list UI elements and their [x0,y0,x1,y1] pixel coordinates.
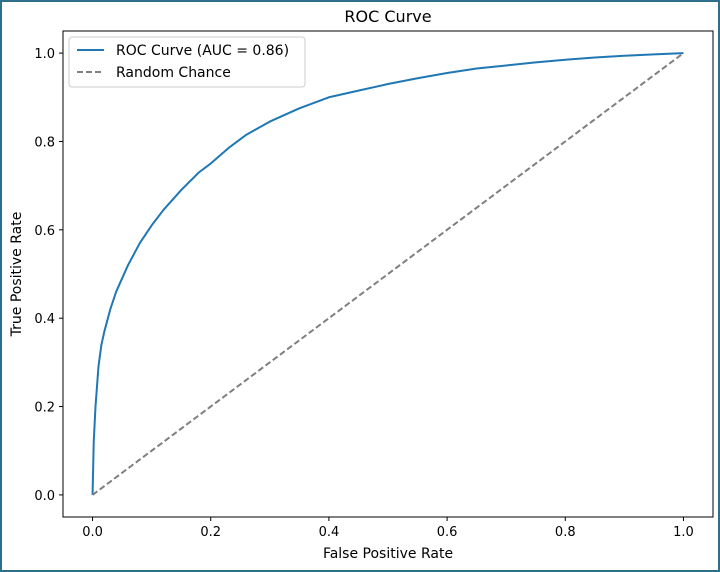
y-tick-label: 0.4 [34,312,55,327]
plot-border [62,30,714,518]
x-tick-label: 0.6 [437,525,458,540]
x-tick-label: 0.0 [82,525,103,540]
x-tick-label: 0.2 [200,525,221,540]
y-tick-label: 0.8 [34,135,55,150]
random-chance-line [91,52,685,496]
x-tick-label: 1.0 [673,525,694,540]
y-axis-label: True Positive Rate [9,212,25,338]
y-axis-ticks: 0.0 0.2 0.4 0.6 0.8 1.0 [34,47,63,504]
y-tick-label: 0.2 [34,401,55,416]
y-tick-label: 0.6 [34,224,55,239]
legend-label-random: Random Chance [116,65,231,81]
x-axis-label: False Positive Rate [323,546,453,562]
series-layer [91,52,685,496]
chart-title: ROC Curve [344,7,431,26]
legend: ROC Curve (AUC = 0.86) Random Chance [68,36,306,88]
legend-label-roc: ROC Curve (AUC = 0.86) [116,43,289,59]
x-axis-ticks: 0.0 0.2 0.4 0.6 0.8 1.0 [82,517,694,540]
y-tick-label: 0.0 [34,489,55,504]
x-tick-label: 0.8 [555,525,576,540]
x-tick-label: 0.4 [319,525,340,540]
y-tick-label: 1.0 [34,47,55,62]
roc-curve-line [91,52,684,495]
legend-box [68,36,306,88]
